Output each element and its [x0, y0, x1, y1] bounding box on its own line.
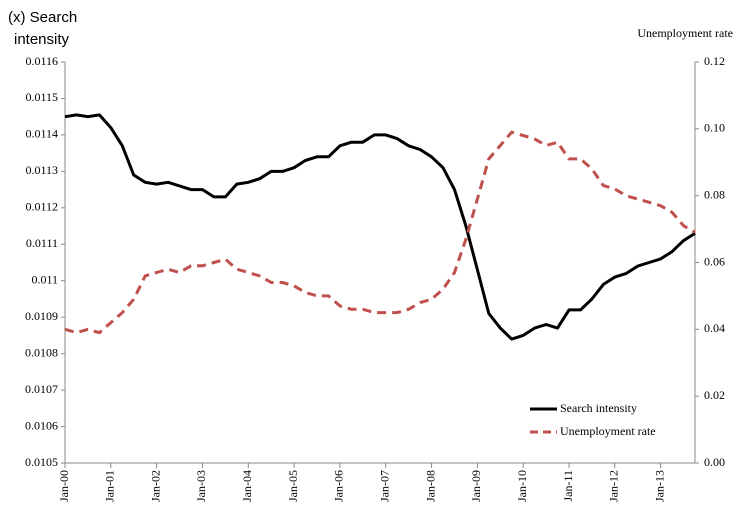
y-tick-label: 0.0108 — [25, 345, 58, 359]
x-tick-label: Jan-11 — [561, 470, 575, 502]
x-tick-label: Jan-01 — [103, 470, 117, 502]
y2-tick-label: 0.04 — [704, 321, 725, 335]
series-line — [64, 130, 696, 335]
y-tick-label: 0.0105 — [25, 455, 58, 469]
y2-tick-label: 0.06 — [704, 254, 725, 268]
x-tick-label: Jan-03 — [194, 470, 208, 502]
legend-label: Unemployment rate — [560, 424, 656, 438]
x-tick-label: Jan-10 — [515, 470, 529, 502]
y-axis-title: (x) Search intensity — [8, 9, 77, 48]
y-tick-label: 0.0106 — [25, 418, 58, 432]
x-tick-label: Jan-08 — [423, 470, 437, 502]
y2-tick-label: 0.02 — [704, 388, 725, 402]
x-tick-label: Jan-09 — [469, 470, 483, 502]
y-tick-label: 0.0112 — [25, 200, 58, 214]
x-tick-label: Jan-13 — [652, 470, 666, 502]
x-tick-label: Jan-12 — [607, 470, 621, 502]
y-tick-label: 0.0115 — [25, 90, 58, 104]
y2-tick-label: 0.10 — [704, 121, 725, 135]
y-tick-label: 0.0114 — [25, 127, 58, 141]
x-tick-label: Jan-07 — [377, 470, 391, 502]
y2-tick-label: 0.00 — [704, 455, 725, 469]
y-tick-label: 0.0111 — [26, 236, 58, 250]
y-tick-label: 0.0116 — [25, 54, 58, 68]
y-tick-label: 0.0107 — [25, 382, 58, 396]
x-tick-label: Jan-02 — [148, 470, 162, 502]
y2-axis-title: Unemployment rate — [637, 26, 733, 40]
x-tick-label: Jan-04 — [240, 470, 254, 502]
y2-tick-label: 0.12 — [704, 54, 725, 68]
x-tick-label: Jan-05 — [286, 470, 300, 502]
series-line — [64, 113, 696, 341]
y-tick-label: 0.0109 — [25, 309, 58, 323]
legend-label: Search intensity — [560, 401, 637, 415]
x-tick-label: Jan-00 — [57, 470, 71, 502]
y-tick-label: 0.0113 — [25, 163, 58, 177]
x-tick-label: Jan-06 — [332, 470, 346, 502]
y2-tick-label: 0.08 — [704, 187, 725, 201]
y-tick-label: 0.011 — [31, 272, 58, 286]
